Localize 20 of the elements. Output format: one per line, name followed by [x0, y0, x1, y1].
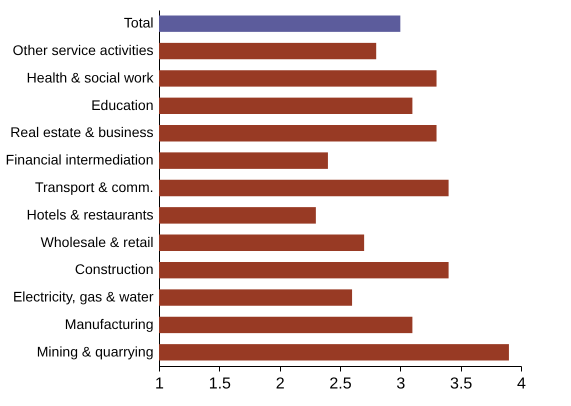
y-tick-label: Manufacturing: [64, 316, 154, 332]
x-tick-label: 2.5: [329, 376, 352, 392]
x-tick-label: 2: [276, 376, 285, 392]
x-tick-label: 1.5: [208, 376, 232, 392]
y-tick-label: Electricity, gas & water: [12, 288, 154, 305]
y-tick-label: Construction: [74, 261, 154, 278]
y-tick-label: Wholesale & retail: [40, 234, 154, 250]
y-tick-label: Mining & quarrying: [36, 343, 154, 360]
y-tick-label: Education: [91, 96, 154, 113]
y-tick-label: Hotels & restaurants: [26, 206, 154, 222]
x-tick-label: 1: [155, 376, 164, 392]
y-tick-label: Other service activities: [12, 42, 154, 58]
y-tick-label: Total: [124, 14, 154, 31]
y-tick-label: Health & social work: [26, 69, 154, 86]
y-tick-label: Transport & comm.: [34, 179, 154, 195]
x-tick-label: 4: [517, 376, 526, 392]
x-tick-label: 3: [396, 376, 406, 392]
x-tick-label: 3.5: [450, 376, 472, 392]
y-tick-label: Real estate & business: [10, 124, 154, 140]
y-tick-label: Financial intermediation: [6, 152, 154, 168]
